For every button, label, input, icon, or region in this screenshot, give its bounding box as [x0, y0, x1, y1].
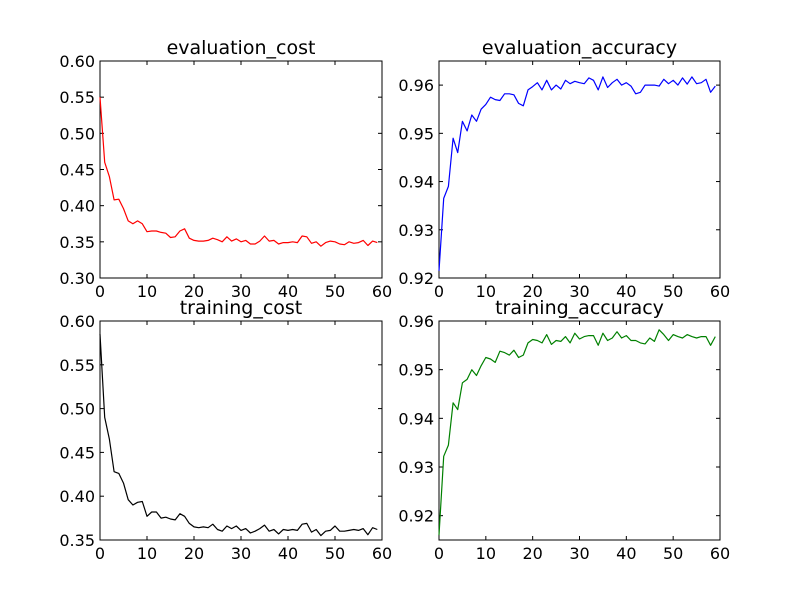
- y-tick-label: 0.40: [59, 487, 95, 506]
- series-line: [438, 76, 716, 271]
- x-tick-label: 60: [710, 544, 730, 563]
- y-tick-label: 0.96: [398, 76, 434, 95]
- x-tick-label: 30: [231, 544, 251, 563]
- x-tick-label: 40: [278, 282, 298, 301]
- subplot-1: 0 10 20 30 40 50 60 0.92 0.93 0.94 0.95 0.96 evaluat…: [398, 37, 730, 301]
- chart-title: evaluation_accuracy: [482, 37, 677, 59]
- x-tick-label: 20: [522, 544, 542, 563]
- y-tick-label: 0.50: [59, 124, 95, 143]
- chart-title: training_cost: [180, 297, 303, 319]
- x-tick-label: 10: [137, 282, 157, 301]
- y-tick-label: 0.96: [398, 312, 434, 331]
- series-line: [99, 97, 378, 247]
- subplot-0: 0 10 20 30 40 50 60 0.30 0.35 0.40 0.45 0.50 0.55 0.6…: [59, 37, 392, 301]
- y-tick-label: 0.60: [59, 52, 95, 71]
- y-tick-label: 0.35: [59, 233, 95, 252]
- y-tick-label: 0.40: [59, 197, 95, 216]
- y-tick-label: 0.94: [398, 409, 434, 428]
- x-tick-label: 30: [231, 282, 251, 301]
- y-tick-label: 0.94: [398, 173, 434, 192]
- x-tick-label: 60: [710, 282, 730, 301]
- x-tick-label: 40: [616, 282, 636, 301]
- axes-frame: [99, 320, 383, 541]
- x-tick-label: 10: [476, 282, 496, 301]
- y-tick-label: 0.93: [398, 221, 434, 240]
- y-tick-label: 0.95: [398, 124, 434, 143]
- x-tick-label: 20: [522, 282, 542, 301]
- x-tick-label: 0: [434, 544, 444, 563]
- x-tick-label: 30: [569, 544, 589, 563]
- x-tick-label: 20: [184, 282, 204, 301]
- chart-title: evaluation_cost: [167, 37, 316, 59]
- subplot-3: 0 10 20 30 40 50 60 0.92 0.93 0.94 0.95 0.96 trainin…: [398, 297, 730, 563]
- y-tick-label: 0.93: [398, 458, 434, 477]
- axes-frame: [438, 320, 721, 541]
- x-tick-label: 50: [663, 544, 683, 563]
- y-tick-label: 0.55: [59, 356, 95, 375]
- x-tick-label: 50: [325, 544, 345, 563]
- y-tick-label: 0.45: [59, 161, 95, 180]
- y-tick-label: 0.92: [398, 269, 434, 288]
- y-tick-label: 0.30: [59, 269, 95, 288]
- x-tick-label: 30: [569, 282, 589, 301]
- series-line: [438, 329, 716, 536]
- x-tick-label: 40: [616, 544, 636, 563]
- y-tick-label: 0.92: [398, 507, 434, 526]
- x-tick-label: 50: [663, 282, 683, 301]
- x-tick-label: 10: [137, 544, 157, 563]
- x-tick-label: 40: [278, 544, 298, 563]
- x-tick-label: 0: [434, 282, 444, 301]
- axes-frame: [99, 60, 383, 279]
- y-tick-label: 0.95: [398, 361, 434, 380]
- series-line: [99, 334, 378, 537]
- x-tick-label: 0: [95, 282, 105, 301]
- y-tick-label: 0.45: [59, 443, 95, 462]
- axes-frame: [438, 60, 721, 279]
- y-tick-label: 0.50: [59, 400, 95, 419]
- x-tick-label: 50: [325, 282, 345, 301]
- x-tick-label: 60: [372, 282, 392, 301]
- y-tick-label: 0.35: [59, 531, 95, 550]
- x-tick-label: 10: [476, 544, 496, 563]
- x-tick-label: 0: [95, 544, 105, 563]
- y-tick-label: 0.55: [59, 88, 95, 107]
- y-tick-label: 0.60: [59, 312, 95, 331]
- x-tick-label: 60: [372, 544, 392, 563]
- x-tick-label: 20: [184, 544, 204, 563]
- chart-title: training_accuracy: [495, 297, 664, 319]
- subplot-2: 0 10 20 30 40 50 60 0.35 0.40 0.45 0.50 0.55 0.60 tra…: [59, 297, 392, 563]
